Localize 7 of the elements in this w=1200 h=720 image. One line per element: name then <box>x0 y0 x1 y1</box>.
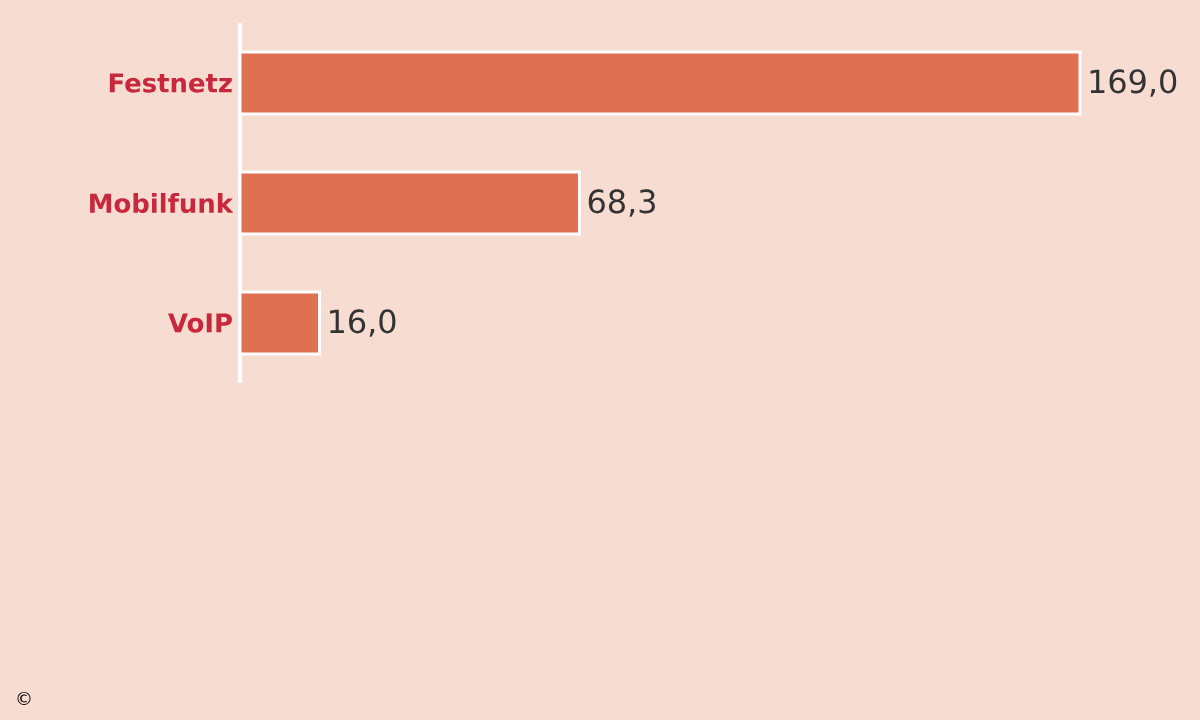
data-label: 169,0 <box>1090 69 1177 97</box>
text: © <box>17 691 31 705</box>
data-label: 16,0 <box>330 309 396 337</box>
data-label: 68,3 <box>588 189 655 217</box>
y-tick-label: Festnetz <box>109 73 232 93</box>
y-tick-label: Mobilfunk <box>90 192 234 214</box>
y-tick-label: VoIP <box>168 313 232 333</box>
